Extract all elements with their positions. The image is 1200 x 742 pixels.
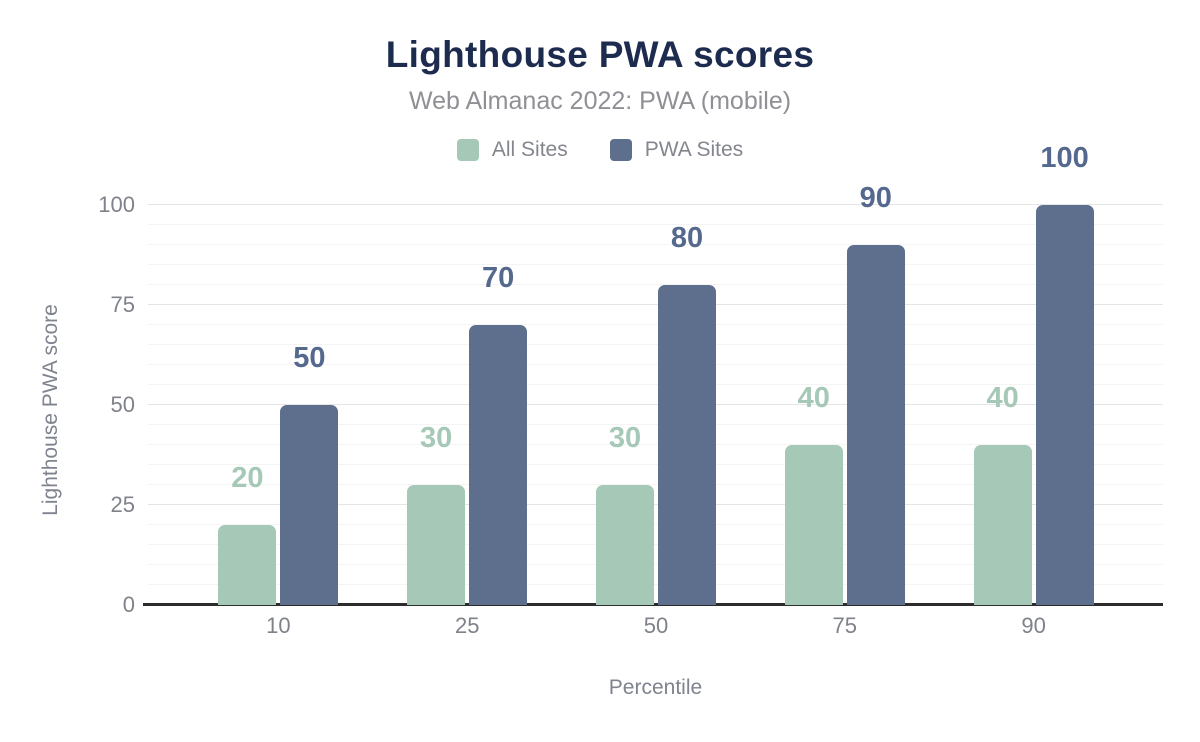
major-gridline-100 [148,204,1163,205]
minor-gridline-20 [148,524,1163,525]
minor-gridline-10 [148,564,1163,565]
x-tick-label-10: 10 [266,613,291,638]
bar-value-label-pwa-sites-p25: 70 [482,262,515,295]
bar-group-p90: 40 100 [939,142,1128,605]
minor-gridline-85 [148,264,1163,265]
legend-label-pwa-sites: PWA Sites [644,138,744,161]
legend-item-all-sites: All Sites [456,138,568,162]
minor-gridline-30 [148,484,1163,485]
bar-value-label-all-sites-p10: 20 [231,462,264,495]
bar-pwa-sites-p50: 80 [657,222,716,605]
bar-pwa-sites-p25: 70 [469,262,528,605]
chart-subtitle: Web Almanac 2022: PWA (mobile) [408,87,792,115]
x-tick-label-25: 25 [454,613,480,638]
legend-swatch-all-sites [456,139,479,161]
bar-all-sites-p75: 40 [784,382,843,605]
bars-area: 20 50 30 70 30 80 40 90 40 100 [184,142,1128,605]
x-tick-label-50: 50 [643,613,669,638]
bar-all-sites-p90: 40 [973,382,1032,605]
bar-value-label-pwa-sites-p90: 100 [1040,142,1089,175]
minor-gridline-40 [148,444,1163,445]
bar-value-label-pwa-sites-p50: 80 [670,222,704,255]
minor-gridline-15 [148,544,1163,545]
y-tick-label-0: 0 [122,592,135,617]
minor-gridline-35 [148,464,1163,465]
bar-value-label-all-sites-p50: 30 [608,422,642,455]
minor-gridline-65 [148,344,1163,345]
bar-group-p25: 30 70 [373,205,562,605]
legend-item-pwa-sites: PWA Sites [609,138,744,162]
major-gridline-75 [148,304,1163,305]
bar-value-label-all-sites-p75: 40 [797,382,830,415]
bar-group-p75: 40 90 [750,182,939,605]
x-tick-label-75: 75 [832,613,858,638]
x-axis-title: Percentile [608,676,703,699]
minor-gridline-70 [148,324,1163,325]
legend-label-all-sites: All Sites [491,138,568,161]
minor-gridline-5 [148,584,1163,585]
bar-pwa-sites-p90: 100 [1035,142,1094,605]
bar-pwa-sites-p10: 50 [280,342,339,605]
bar-value-label-all-sites-p90: 40 [986,382,1019,415]
y-tick-label-75: 75 [110,292,135,317]
legend: All Sites PWA Sites [0,138,1200,162]
y-tick-label-50: 50 [110,392,135,417]
y-tick-label-100: 100 [98,192,135,217]
major-gridline-50 [148,404,1163,405]
plot-area: 0 25 50 75 100 20 50 30 70 30 80 40 90 40 100 [98,142,1163,616]
minor-gridline-80 [148,284,1163,285]
x-tick-label-90: 90 [1021,613,1046,638]
bar-all-sites-p50: 30 [595,422,654,605]
bar-value-label-all-sites-p25: 30 [420,422,453,455]
bar-value-label-pwa-sites-p75: 90 [859,182,892,215]
minor-gridline-90 [148,244,1163,245]
minor-gridline-95 [148,224,1163,225]
major-gridline-25 [148,504,1163,505]
y-tick-label-25: 25 [110,492,135,517]
minor-gridline-60 [148,364,1163,365]
bar-group-p10: 20 50 [184,205,373,605]
y-axis-title: Lighthouse PWA score [39,304,62,516]
bar-group-p50: 30 80 [562,205,751,605]
bar-pwa-sites-p75: 90 [846,182,905,605]
bar-all-sites-p10: 20 [218,462,277,605]
x-axis-tick-labels: 10 25 50 75 90 [184,613,1128,639]
minor-gridline-45 [148,424,1163,425]
bar-value-label-pwa-sites-p10: 50 [293,342,326,375]
bar-all-sites-p25: 30 [407,422,466,605]
minor-gridline-55 [148,384,1163,385]
chart-title: Lighthouse PWA scores [385,34,815,75]
legend-swatch-pwa-sites [609,139,632,161]
